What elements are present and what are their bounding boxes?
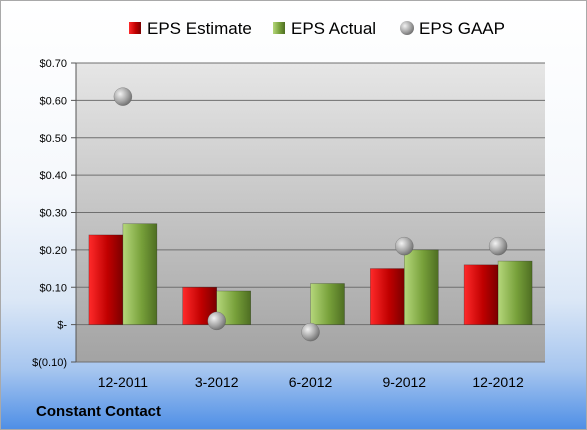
point-eps-gaap bbox=[301, 322, 320, 342]
x-tick-label: 3-2012 bbox=[195, 374, 239, 390]
x-tick-label: 12-2011 bbox=[98, 374, 149, 390]
bar-eps-actual bbox=[497, 260, 533, 325]
x-tick-label: 6-2012 bbox=[289, 374, 333, 390]
y-tick-label: $0.50 bbox=[39, 133, 67, 145]
point-eps-gaap bbox=[488, 236, 508, 256]
y-tick-label: $(0.10) bbox=[32, 357, 67, 369]
bar-eps-estimate bbox=[88, 234, 124, 325]
y-tick-label: $0.70 bbox=[39, 58, 67, 70]
legend-label-eps-gaap: EPS GAAP bbox=[419, 19, 505, 38]
legend-swatch-eps-actual bbox=[273, 22, 285, 34]
scatter-series bbox=[113, 87, 508, 342]
bar-series bbox=[88, 223, 533, 325]
x-tick-label: 9-2012 bbox=[383, 374, 427, 390]
legend-label-eps-estimate: EPS Estimate bbox=[147, 19, 252, 38]
point-eps-gaap bbox=[207, 311, 226, 331]
legend-label-eps-actual: EPS Actual bbox=[291, 19, 376, 38]
y-tick-label: $0.40 bbox=[39, 170, 67, 182]
bar-eps-estimate bbox=[463, 264, 499, 325]
y-tick-label: $0.30 bbox=[39, 208, 67, 220]
y-tick-label: $0.10 bbox=[39, 282, 67, 294]
point-eps-gaap bbox=[395, 236, 414, 256]
bar-eps-actual bbox=[403, 249, 439, 325]
bar-eps-estimate bbox=[369, 268, 405, 325]
x-tick-label: 12-2012 bbox=[472, 374, 524, 390]
y-tick-label: $0.60 bbox=[39, 95, 67, 107]
y-tick-label: $- bbox=[57, 320, 67, 332]
x-axis: 12-2011 3-2012 6-2012 9-2012 12-2012 bbox=[98, 374, 524, 390]
legend: EPS Estimate EPS Actual EPS GAAP bbox=[129, 19, 505, 38]
company-label: Constant Contact bbox=[36, 403, 161, 420]
y-axis: $0.70 $0.60 $0.50 $0.40 $0.30 $0.20 $0.10 $- $(0… bbox=[32, 58, 77, 369]
bar-eps-actual bbox=[310, 283, 345, 325]
legend-swatch-eps-estimate bbox=[129, 22, 141, 34]
y-tick-label: $0.20 bbox=[39, 245, 67, 257]
legend-swatch-eps-gaap bbox=[400, 21, 414, 35]
point-eps-gaap bbox=[113, 87, 133, 106]
bar-eps-actual bbox=[122, 223, 158, 325]
